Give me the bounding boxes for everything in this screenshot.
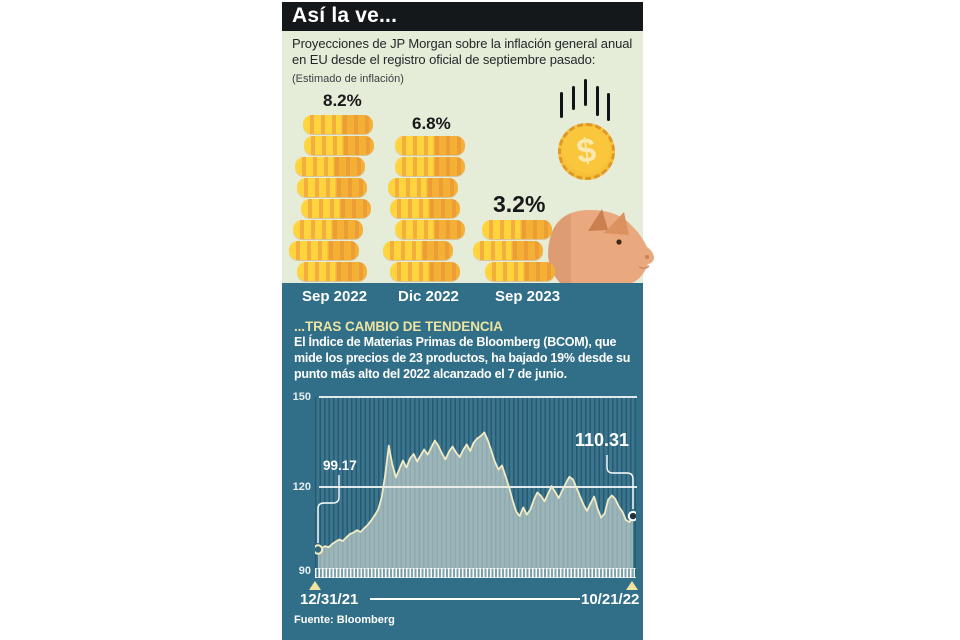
coin-icon <box>395 157 465 176</box>
coin-icon <box>301 199 371 218</box>
callout-line-start <box>317 475 340 543</box>
section2-body-line-1: El Índice de Materias Primas de Bloomber… <box>294 335 617 349</box>
ytick-90: 90 <box>298 565 311 577</box>
coin-icon <box>303 115 373 134</box>
coin-icon <box>383 241 453 260</box>
end-point-marker <box>627 510 636 522</box>
coin-icon <box>297 178 367 197</box>
baseline-tick-strip <box>315 568 636 578</box>
area-fill <box>318 432 633 577</box>
coin-icon <box>304 136 374 155</box>
source-credit: Fuente: Bloomberg <box>294 614 395 626</box>
coin-icon <box>473 241 543 260</box>
section2-body-line-2: mide los precios de 23 productos, ha baj… <box>294 351 631 365</box>
section2-heading: ...TRAS CAMBIO DE TENDENCIA <box>294 319 503 334</box>
intro-paragraph-line-1: Proyecciones de JP Morgan sobre la infla… <box>292 36 633 51</box>
dollar-coin-icon: $ <box>558 123 615 180</box>
annotation-start-value: 99.17 <box>323 458 357 473</box>
start-point-marker <box>315 544 324 555</box>
category-label-sep2023: Sep 2023 <box>495 288 561 305</box>
coin-icon <box>395 136 465 155</box>
coin-icon <box>485 262 555 281</box>
falling-lines-icon <box>572 86 575 110</box>
falling-lines-icon <box>607 93 610 121</box>
coin-icon <box>295 157 365 176</box>
dollar-sign: $ <box>574 130 599 172</box>
coin-stack-dic2022 <box>383 136 465 283</box>
coin-icon <box>289 241 359 260</box>
header-bar: Así la ve... <box>282 2 643 31</box>
xaxis-end-label: 10/21/22 <box>581 591 640 608</box>
projection-value-dic2022: 6.8% <box>412 114 451 133</box>
falling-lines-icon <box>560 92 563 118</box>
callout-line-end <box>606 455 634 509</box>
projection-value-sep2022: 8.2% <box>323 91 362 110</box>
coin-icon <box>297 262 367 281</box>
annotation-end-value: 110.31 <box>575 430 630 450</box>
infographic-column: Así la ve... Proyecciones de JP Morgan s… <box>282 2 654 640</box>
category-label-sep2022: Sep 2022 <box>302 288 368 305</box>
page-title: Así la ve... <box>292 4 398 27</box>
ytick-120: 120 <box>292 481 311 493</box>
inflation-panel: Proyecciones de JP Morgan sobre la infla… <box>282 31 654 283</box>
coin-icon <box>293 220 363 239</box>
coin-stack-sep2023 <box>473 220 555 283</box>
falling-lines-icon <box>584 79 587 106</box>
piggy-bank-icon <box>548 209 654 283</box>
intro-paragraph-line-2: en EU desde el registro oficial de septi… <box>292 52 596 67</box>
axis-marker-triangle-left <box>309 581 321 590</box>
projection-value-sep2023: 3.2% <box>493 191 546 217</box>
xaxis-start-label: 12/31/21 <box>300 591 359 608</box>
xaxis-connector-line <box>370 598 580 600</box>
category-label-dic2022: Dic 2022 <box>398 288 459 305</box>
section2-body-line-3: punto más alto del 2022 alcanzado el 7 d… <box>294 367 567 381</box>
coin-icon <box>390 262 460 281</box>
coin-stack-sep2022 <box>289 115 374 283</box>
intro-note: (Estimado de inflación) <box>292 73 404 85</box>
coin-icon <box>388 178 458 197</box>
coin-icon <box>395 220 465 239</box>
ytick-150: 150 <box>292 391 311 403</box>
bcom-area-chart <box>315 431 636 577</box>
falling-lines-icon <box>596 86 599 116</box>
axis-marker-triangle-right <box>626 581 638 590</box>
bcom-panel: Sep 2022 Dic 2022 Sep 2023 ...TRAS CAMBI… <box>282 283 643 640</box>
series-line <box>317 431 634 551</box>
coin-icon <box>390 199 460 218</box>
gridline-150 <box>319 396 637 398</box>
coin-icon <box>482 220 552 239</box>
